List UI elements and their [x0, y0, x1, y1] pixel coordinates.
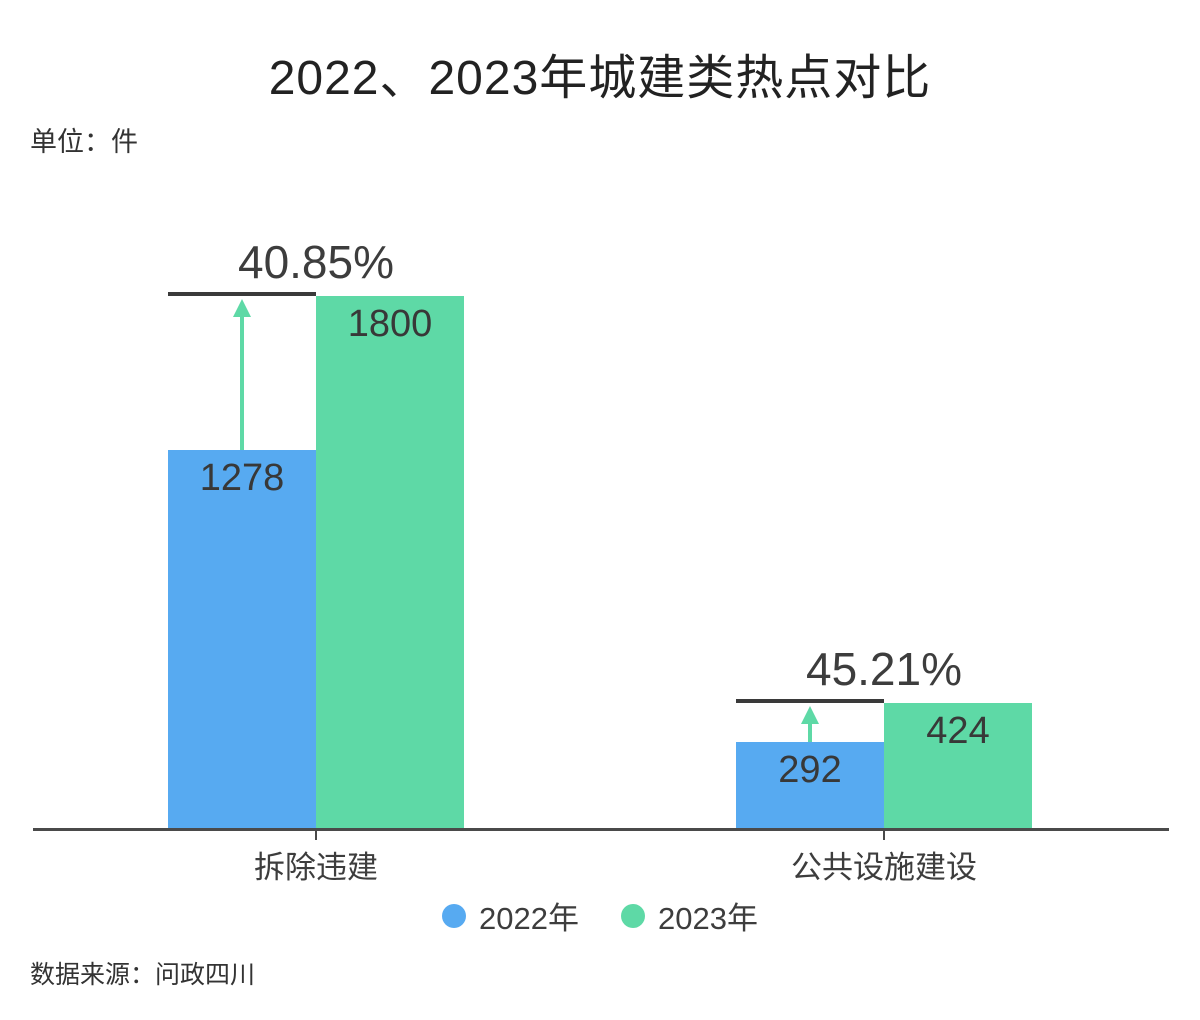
legend: 2022年 2023年 [0, 893, 1200, 938]
bar-value-label: 292 [778, 749, 842, 791]
bar-value-label: 1800 [347, 303, 433, 345]
bar-2022年-公共设施建设 [736, 742, 884, 828]
legend-item-2022: 2022年 [442, 893, 579, 938]
category-label: 拆除违建 [254, 850, 378, 885]
growth-reference-line [736, 699, 884, 703]
bar-2022年-拆除违建 [168, 450, 316, 828]
growth-percent-label: 40.85% [237, 236, 394, 288]
bar-value-label: 424 [926, 710, 990, 752]
chart-title: 2022、2023年城建类热点对比 [268, 52, 932, 105]
growth-percent-label: 45.21% [805, 643, 962, 695]
axis-tick [315, 831, 317, 840]
legend-label-2023: 2023年 [658, 901, 758, 936]
unit-label: 单位：件 [30, 127, 138, 157]
axis-tick [883, 831, 885, 840]
category-label: 公共设施建设 [791, 850, 977, 885]
legend-dot-2023-icon [621, 903, 645, 928]
source-label: 数据来源：问政四川 [30, 961, 256, 989]
bar-2023年-公共设施建设 [884, 703, 1032, 828]
growth-arrow-icon [801, 706, 819, 724]
legend-label-2022: 2022年 [479, 901, 579, 936]
bar-2023年-拆除违建 [316, 296, 464, 828]
growth-arrow-shaft [808, 724, 812, 742]
growth-arrow-icon [233, 299, 251, 317]
growth-reference-line [168, 292, 316, 296]
legend-item-2023: 2023年 [621, 893, 758, 938]
legend-dot-2022-icon [442, 903, 467, 928]
growth-arrow-shaft [240, 317, 244, 450]
x-axis-line [33, 828, 1169, 831]
bar-value-label: 1278 [199, 457, 285, 499]
